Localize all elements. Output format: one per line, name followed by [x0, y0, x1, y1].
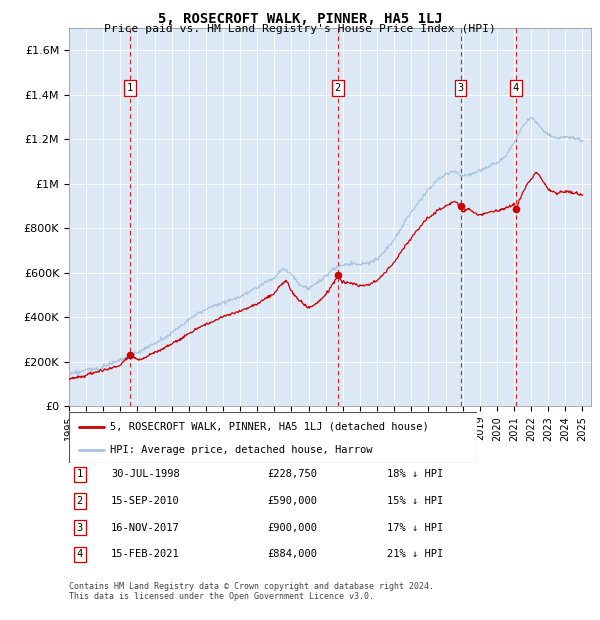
- Text: 30-JUL-1998: 30-JUL-1998: [111, 469, 180, 479]
- Text: 15-SEP-2010: 15-SEP-2010: [111, 496, 180, 506]
- Text: 4: 4: [77, 549, 83, 559]
- Text: 15% ↓ HPI: 15% ↓ HPI: [387, 496, 443, 506]
- Text: 21% ↓ HPI: 21% ↓ HPI: [387, 549, 443, 559]
- Text: 17% ↓ HPI: 17% ↓ HPI: [387, 523, 443, 533]
- Text: 4: 4: [513, 83, 519, 93]
- Text: 15-FEB-2021: 15-FEB-2021: [111, 549, 180, 559]
- Text: £900,000: £900,000: [267, 523, 317, 533]
- Text: 1: 1: [127, 83, 133, 93]
- Text: Price paid vs. HM Land Registry's House Price Index (HPI): Price paid vs. HM Land Registry's House …: [104, 24, 496, 33]
- Text: 1: 1: [77, 469, 83, 479]
- Text: 3: 3: [77, 523, 83, 533]
- Text: HPI: Average price, detached house, Harrow: HPI: Average price, detached house, Harr…: [110, 445, 372, 456]
- Text: £590,000: £590,000: [267, 496, 317, 506]
- Text: 2: 2: [335, 83, 341, 93]
- Text: £884,000: £884,000: [267, 549, 317, 559]
- Text: Contains HM Land Registry data © Crown copyright and database right 2024.
This d: Contains HM Land Registry data © Crown c…: [69, 582, 434, 601]
- FancyBboxPatch shape: [69, 412, 477, 463]
- Text: 3: 3: [457, 83, 464, 93]
- Text: 5, ROSECROFT WALK, PINNER, HA5 1LJ (detached house): 5, ROSECROFT WALK, PINNER, HA5 1LJ (deta…: [110, 422, 428, 432]
- Text: 16-NOV-2017: 16-NOV-2017: [111, 523, 180, 533]
- Text: 18% ↓ HPI: 18% ↓ HPI: [387, 469, 443, 479]
- Text: 5, ROSECROFT WALK, PINNER, HA5 1LJ: 5, ROSECROFT WALK, PINNER, HA5 1LJ: [158, 12, 442, 27]
- Text: £228,750: £228,750: [267, 469, 317, 479]
- Text: 2: 2: [77, 496, 83, 506]
